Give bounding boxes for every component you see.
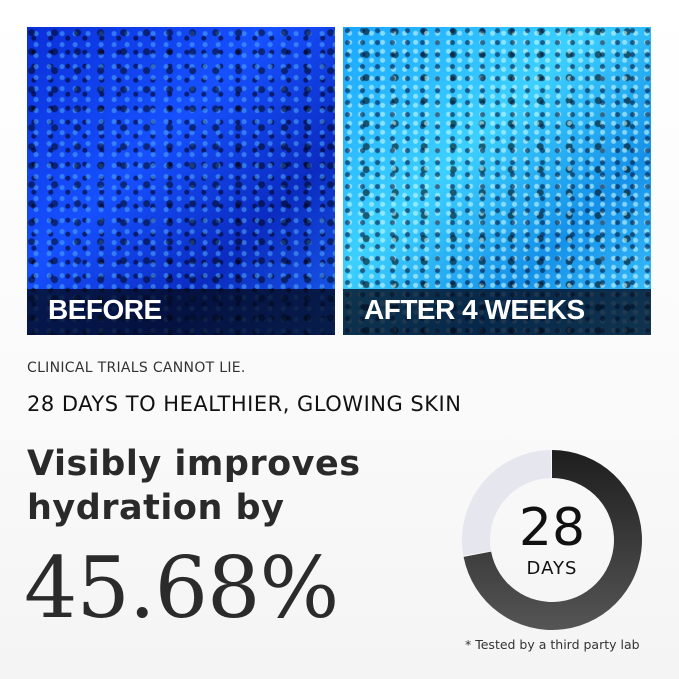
- before-photo: BEFORE: [27, 27, 335, 335]
- after-photo: AFTER 4 WEEKS: [343, 27, 651, 335]
- headline-line-1: Visibly improves: [27, 444, 361, 484]
- donut-filled-arc: [463, 450, 642, 630]
- before-label-band: BEFORE: [27, 289, 335, 335]
- headline: Visibly improves hydration by: [27, 442, 361, 530]
- days-donut: [462, 450, 642, 630]
- donut-empty-arc: [462, 450, 552, 556]
- after-label: AFTER 4 WEEKS: [364, 294, 585, 325]
- after-label-band: AFTER 4 WEEKS: [343, 289, 651, 335]
- footnote: * Tested by a third party lab: [465, 637, 640, 652]
- donut-unit: DAYS: [526, 558, 578, 579]
- donut-number: 28: [518, 498, 586, 558]
- before-label: BEFORE: [48, 294, 162, 325]
- subheading: 28 DAYS TO HEALTHIER, GLOWING SKIN: [27, 392, 462, 416]
- tagline: CLINICAL TRIALS CANNOT LIE.: [27, 360, 246, 376]
- headline-line-2: hydration by: [27, 488, 285, 528]
- hydration-stat: 45.68%: [24, 539, 339, 637]
